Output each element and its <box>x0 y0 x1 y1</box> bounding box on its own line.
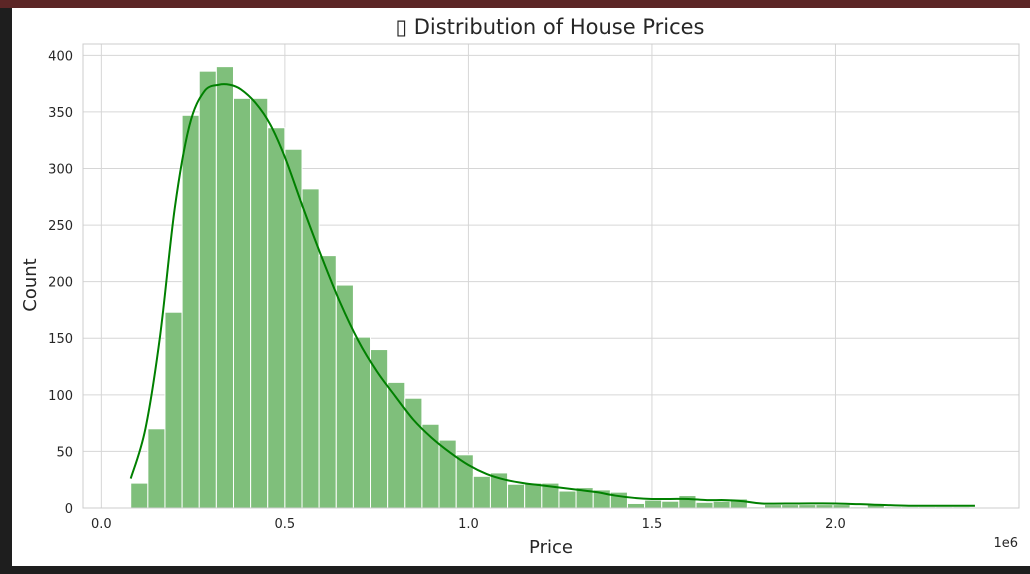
top-window-strip <box>0 0 1030 8</box>
histogram-bar <box>147 428 166 509</box>
histogram-bar <box>198 70 217 509</box>
histogram-bar <box>232 97 252 509</box>
x-tick-label: 0.0 <box>91 517 112 532</box>
y-tick-label: 200 <box>48 276 73 291</box>
chart-panel: 0 50 100 150 200 250 300 350 400 0.0 0.5 1.0 1.5 2.0… <box>12 8 1030 566</box>
histogram-bar <box>558 490 577 509</box>
kde-curve <box>129 83 975 507</box>
y-tick-label: 350 <box>48 106 73 121</box>
histogram-bar <box>781 504 800 509</box>
y-tick-label: 300 <box>48 162 73 177</box>
histogram-bar <box>404 397 423 509</box>
y-tick-label: 250 <box>48 219 73 234</box>
x-tick-label: 1.0 <box>458 517 479 532</box>
histogram-bar <box>815 504 834 509</box>
x-tick-label: 1.5 <box>642 517 663 532</box>
y-tick-labels: 0 50 100 150 200 250 300 350 400 <box>48 49 73 517</box>
histogram-bar <box>335 284 354 509</box>
histogram-bar <box>712 500 731 509</box>
histogram-bar <box>215 66 234 509</box>
y-tick-label: 400 <box>48 49 73 64</box>
histogram-bar <box>130 482 149 509</box>
histogram-bar <box>798 504 817 509</box>
x-tick-labels: 0.0 0.5 1.0 1.5 2.0 <box>91 517 846 532</box>
histogram-bar <box>301 188 320 509</box>
histogram-bar <box>318 255 337 509</box>
y-tick-label: 0 <box>65 502 73 517</box>
histogram-bar <box>387 381 406 509</box>
histogram-bar <box>181 114 200 509</box>
histogram-bar <box>524 482 543 509</box>
histogram-bar <box>472 475 491 509</box>
histogram-bar <box>352 336 372 509</box>
histogram-bar <box>507 483 526 509</box>
y-tick-label: 100 <box>48 389 73 404</box>
histogram-bars <box>130 66 971 509</box>
y-tick-label: 150 <box>48 332 73 347</box>
histogram-bar <box>626 502 646 509</box>
histogram-bar <box>164 311 183 509</box>
histogram-bar <box>661 500 680 509</box>
x-tick-label: 2.0 <box>825 517 846 532</box>
histogram-bar <box>250 97 269 509</box>
house-price-histogram: 0 50 100 150 200 250 300 350 400 0.0 0.5 1.0 1.5 2.0… <box>20 15 1020 558</box>
histogram-bar <box>678 495 697 509</box>
x-tick-label: 0.5 <box>275 517 296 532</box>
histogram-bar <box>764 504 783 509</box>
histogram-bar <box>644 499 663 509</box>
chart-title: ▯ Distribution of House Prices <box>396 15 705 39</box>
y-axis-label: Count <box>20 258 41 311</box>
plot-frame <box>82 43 1020 509</box>
x-offset-label: 1e6 <box>993 536 1018 551</box>
x-axis-label: Price <box>529 537 573 558</box>
y-tick-label: 50 <box>56 445 73 460</box>
histogram-bar <box>284 148 303 509</box>
histogram-bar <box>695 501 714 509</box>
histogram-bar <box>832 504 851 509</box>
histogram-bar <box>267 127 286 509</box>
